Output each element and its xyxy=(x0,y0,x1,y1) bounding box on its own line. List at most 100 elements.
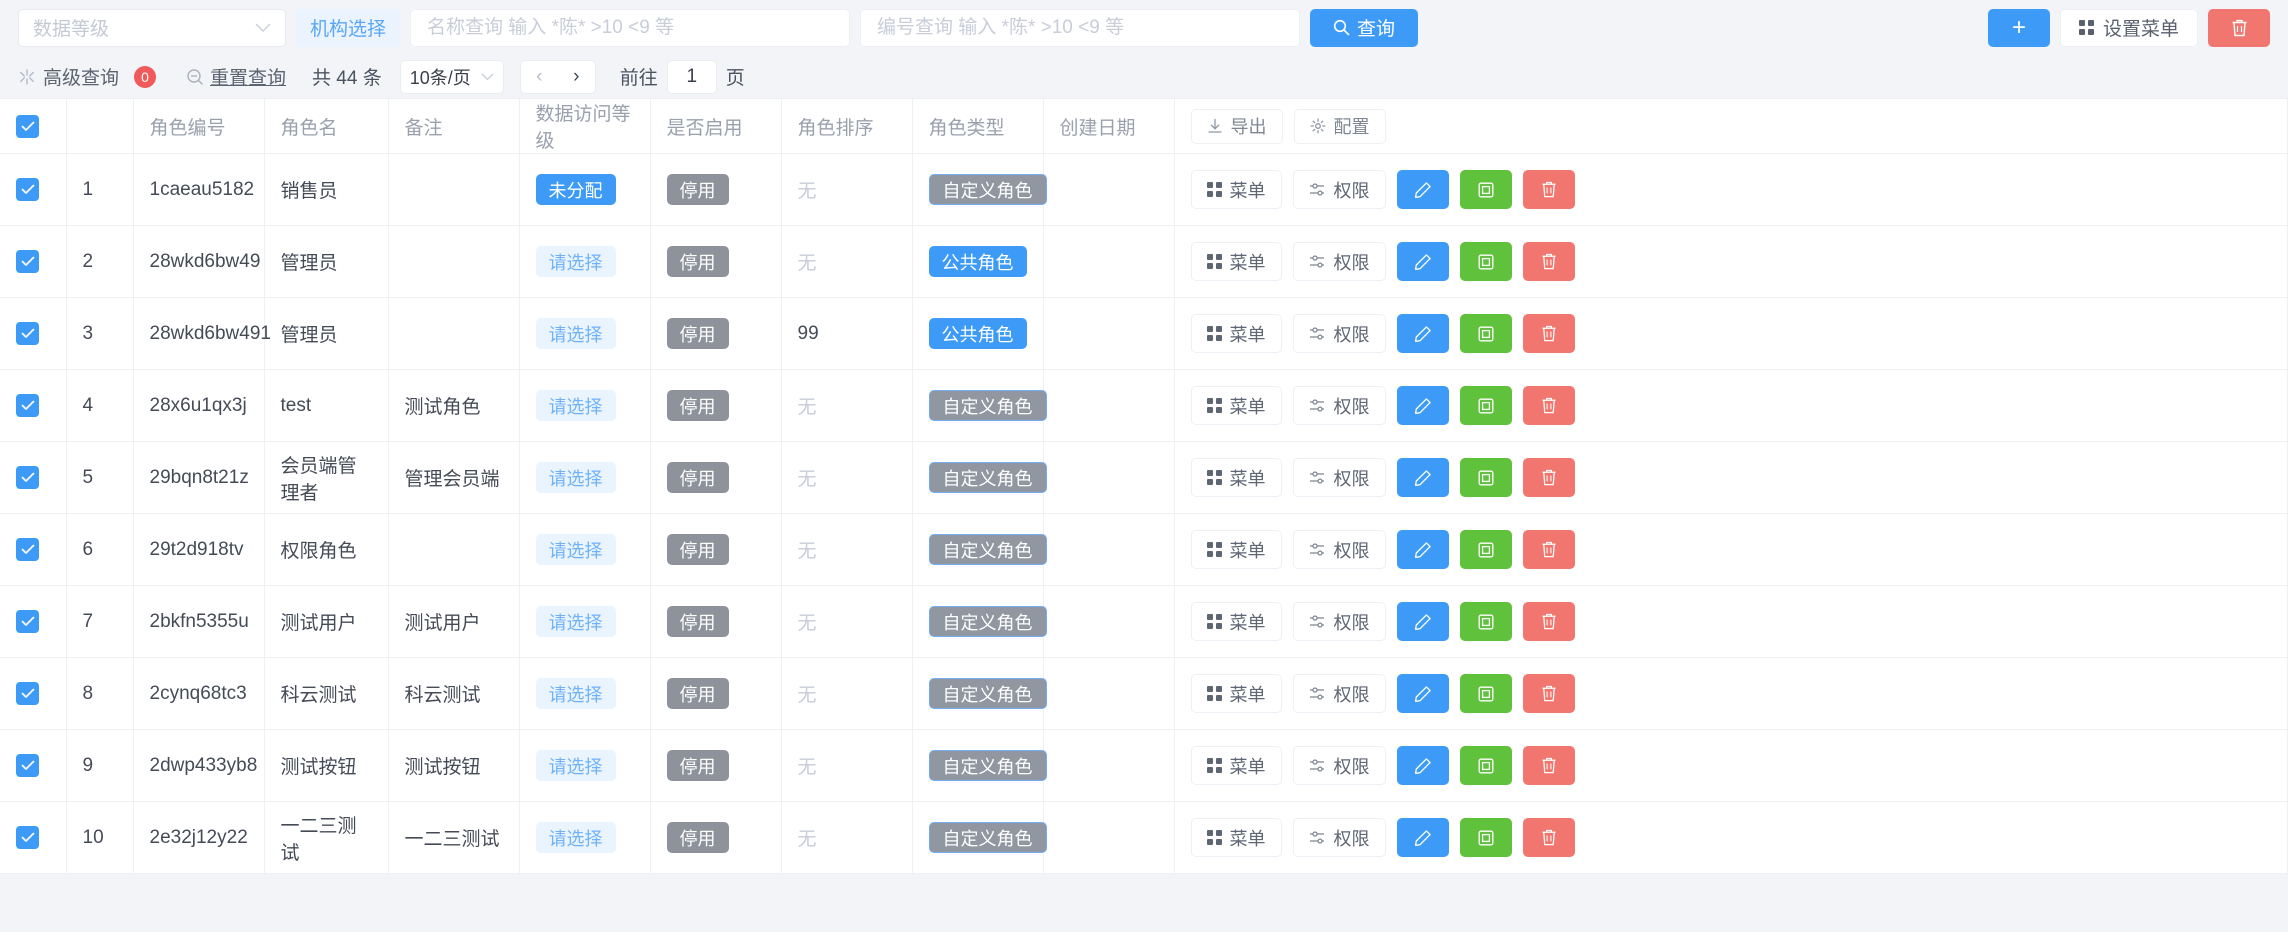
org-select-button[interactable]: 机构选择 xyxy=(296,8,401,47)
row-menu-button[interactable]: 菜单 xyxy=(1190,530,1282,569)
data-level-badge[interactable]: 请选择 xyxy=(535,390,616,421)
row-edit-button[interactable] xyxy=(1396,818,1449,857)
row-copy-button[interactable] xyxy=(1459,674,1512,713)
row-permission-button[interactable]: 权限 xyxy=(1292,170,1386,209)
enabled-badge[interactable]: 停用 xyxy=(666,174,729,205)
row-permission-button[interactable]: 权限 xyxy=(1292,530,1386,569)
column-header-note[interactable]: 备注 xyxy=(388,99,520,154)
enabled-badge[interactable]: 停用 xyxy=(666,678,729,709)
row-checkbox[interactable] xyxy=(16,538,39,561)
export-button[interactable]: 导出 xyxy=(1190,108,1283,144)
row-edit-button[interactable] xyxy=(1396,674,1449,713)
data-level-badge[interactable]: 未分配 xyxy=(535,174,616,205)
query-button[interactable]: 查询 xyxy=(1310,8,1419,47)
prev-page-button[interactable]: ‹ xyxy=(521,61,558,93)
row-copy-button[interactable] xyxy=(1459,242,1512,281)
row-menu-button[interactable]: 菜单 xyxy=(1190,458,1282,497)
row-delete-button[interactable] xyxy=(1522,602,1575,641)
column-header-enabled[interactable]: 是否启用 xyxy=(650,99,782,154)
column-header-code[interactable]: 角色编号 xyxy=(133,99,265,154)
row-delete-button[interactable] xyxy=(1522,746,1575,785)
role-type-badge[interactable]: 自定义角色 xyxy=(928,606,1047,637)
row-permission-button[interactable]: 权限 xyxy=(1292,386,1386,425)
row-menu-button[interactable]: 菜单 xyxy=(1190,314,1282,353)
data-level-badge[interactable]: 请选择 xyxy=(535,534,616,565)
row-permission-button[interactable]: 权限 xyxy=(1292,818,1386,857)
data-level-select[interactable]: 数据等级 xyxy=(18,8,286,47)
row-delete-button[interactable] xyxy=(1522,386,1575,425)
enabled-badge[interactable]: 停用 xyxy=(666,390,729,421)
table-row[interactable]: 4 28x6u1qx3j test 测试角色 请选择 停用 无 自定义角色 菜单 权限 xyxy=(0,369,2288,442)
enabled-badge[interactable]: 停用 xyxy=(666,534,729,565)
data-level-badge[interactable]: 请选择 xyxy=(535,678,616,709)
role-type-badge[interactable]: 自定义角色 xyxy=(928,750,1047,781)
data-level-badge[interactable]: 请选择 xyxy=(535,822,616,853)
row-copy-button[interactable] xyxy=(1459,818,1512,857)
row-delete-button[interactable] xyxy=(1522,458,1575,497)
row-delete-button[interactable] xyxy=(1522,674,1575,713)
column-header-index[interactable] xyxy=(66,99,134,154)
page-size-select[interactable]: 10条/页 xyxy=(399,59,504,94)
role-type-badge[interactable]: 自定义角色 xyxy=(928,462,1047,493)
row-menu-button[interactable]: 菜单 xyxy=(1190,602,1282,641)
table-row[interactable]: 2 28wkd6bw49 管理员 请选择 停用 无 公共角色 菜单 权限 xyxy=(0,225,2288,298)
row-edit-button[interactable] xyxy=(1396,458,1449,497)
data-level-badge[interactable]: 请选择 xyxy=(535,750,616,781)
row-checkbox[interactable] xyxy=(16,754,39,777)
table-row[interactable]: 1 1caeau5182 销售员 未分配 停用 无 自定义角色 菜单 权限 xyxy=(0,153,2288,226)
table-row[interactable]: 9 2dwp433yb8 测试按钮 测试按钮 请选择 停用无自定义角色 菜单 权限 xyxy=(0,729,2288,802)
row-edit-button[interactable] xyxy=(1396,242,1449,281)
row-menu-button[interactable]: 菜单 xyxy=(1190,170,1282,209)
add-role-button[interactable]: + xyxy=(1987,8,2050,47)
row-delete-button[interactable] xyxy=(1522,314,1575,353)
enabled-badge[interactable]: 停用 xyxy=(666,606,729,637)
row-delete-button[interactable] xyxy=(1522,530,1575,569)
row-permission-button[interactable]: 权限 xyxy=(1292,674,1386,713)
role-type-badge[interactable]: 自定义角色 xyxy=(928,534,1047,565)
column-header-created[interactable]: 创建日期 xyxy=(1043,99,1175,154)
batch-delete-button[interactable] xyxy=(2208,8,2270,47)
role-type-badge[interactable]: 自定义角色 xyxy=(928,390,1047,421)
row-checkbox[interactable] xyxy=(16,250,39,273)
row-edit-button[interactable] xyxy=(1396,530,1449,569)
goto-page-input[interactable] xyxy=(666,59,717,94)
set-menu-button[interactable]: 设置菜单 xyxy=(2059,8,2198,47)
row-copy-button[interactable] xyxy=(1459,170,1512,209)
row-menu-button[interactable]: 菜单 xyxy=(1190,386,1282,425)
row-checkbox[interactable] xyxy=(16,682,39,705)
row-permission-button[interactable]: 权限 xyxy=(1292,458,1386,497)
table-row[interactable]: 7 2bkfn5355u 测试用户 测试用户 请选择 停用无自定义角色 菜单 权限 xyxy=(0,585,2288,658)
advanced-query-button[interactable]: 高级查询 0 xyxy=(18,63,157,90)
role-type-badge[interactable]: 公共角色 xyxy=(928,246,1027,277)
data-level-badge[interactable]: 请选择 xyxy=(535,606,616,637)
row-checkbox[interactable] xyxy=(16,394,39,417)
enabled-badge[interactable]: 停用 xyxy=(666,462,729,493)
table-row[interactable]: 8 2cynq68tc3 科云测试 科云测试 请选择 停用无自定义角色 菜单 权限 xyxy=(0,657,2288,730)
row-edit-button[interactable] xyxy=(1396,746,1449,785)
enabled-badge[interactable]: 停用 xyxy=(666,318,729,349)
select-all-checkbox[interactable] xyxy=(16,114,39,138)
code-query-input[interactable] xyxy=(860,8,1301,47)
enabled-badge[interactable]: 停用 xyxy=(666,822,729,853)
data-level-badge[interactable]: 请选择 xyxy=(535,462,616,493)
row-menu-button[interactable]: 菜单 xyxy=(1190,242,1282,281)
row-checkbox[interactable] xyxy=(16,322,39,345)
reset-query-button[interactable]: 重置查询 xyxy=(186,63,286,90)
row-permission-button[interactable]: 权限 xyxy=(1292,602,1386,641)
data-level-badge[interactable]: 请选择 xyxy=(535,318,616,349)
table-row[interactable]: 3 28wkd6bw491 管理员 请选择 停用 99 公共角色 菜单 权限 xyxy=(0,297,2288,370)
table-row[interactable]: 5 29bqn8t21z 会员端管理者 管理会员端 请选择 停用 无 自定义角色 菜单 权限 xyxy=(0,441,2288,514)
row-permission-button[interactable]: 权限 xyxy=(1292,314,1386,353)
config-button[interactable]: 配置 xyxy=(1293,108,1386,144)
row-edit-button[interactable] xyxy=(1396,314,1449,353)
row-copy-button[interactable] xyxy=(1459,602,1512,641)
role-type-badge[interactable]: 自定义角色 xyxy=(928,174,1047,205)
row-checkbox[interactable] xyxy=(16,826,39,849)
next-page-button[interactable]: › xyxy=(558,61,595,93)
role-type-badge[interactable]: 自定义角色 xyxy=(928,822,1047,853)
row-copy-button[interactable] xyxy=(1459,746,1512,785)
row-copy-button[interactable] xyxy=(1459,458,1512,497)
enabled-badge[interactable]: 停用 xyxy=(666,246,729,277)
row-edit-button[interactable] xyxy=(1396,170,1449,209)
column-header-order[interactable]: 角色排序 xyxy=(781,99,913,154)
